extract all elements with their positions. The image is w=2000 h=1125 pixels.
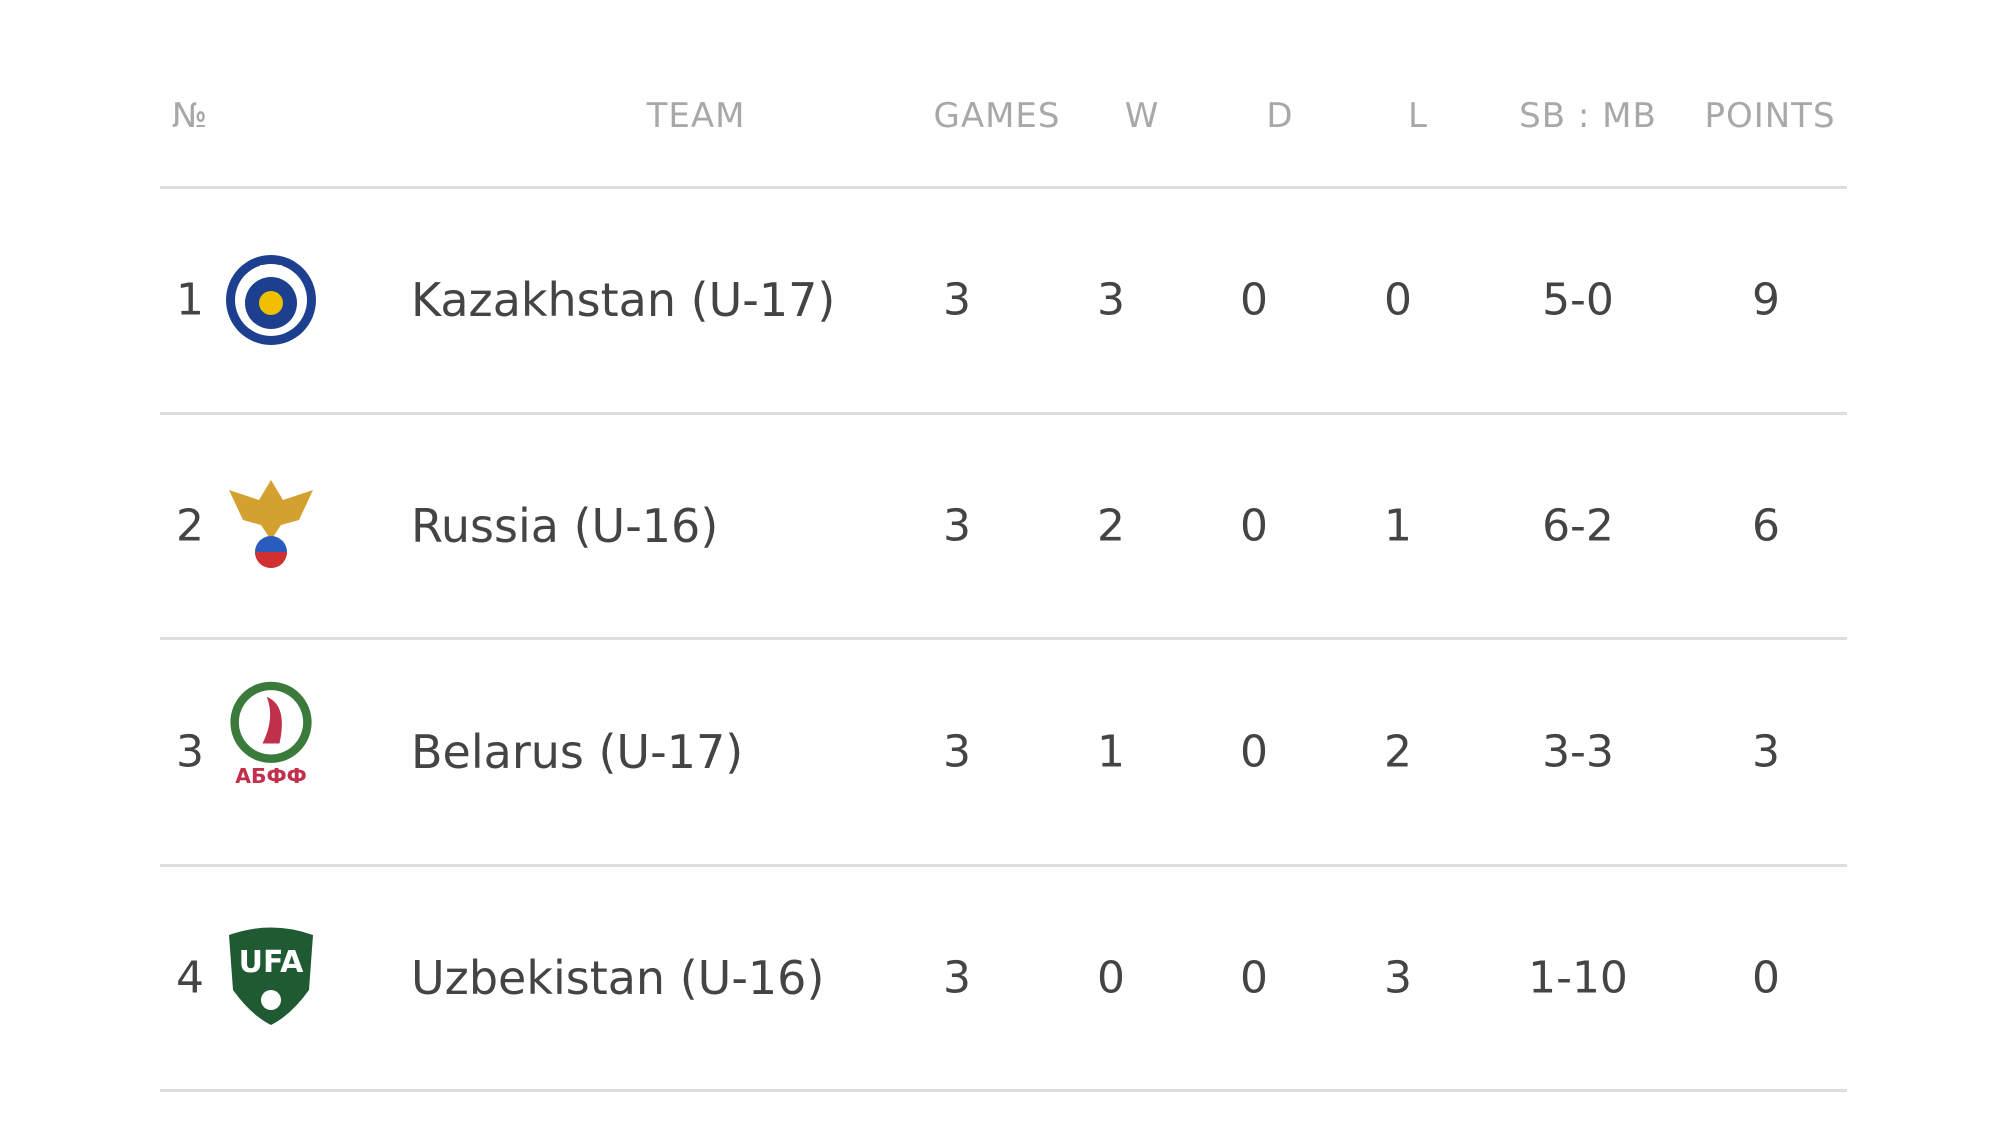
row-divider — [160, 412, 1847, 415]
column-header: L — [1408, 96, 1428, 136]
stat-cell: 3-3 — [1542, 726, 1614, 777]
column-header: № — [171, 96, 209, 136]
stat-cell: 3 — [1384, 952, 1412, 1003]
logo-text: UFA — [239, 945, 304, 980]
stat-cell: 2 — [1097, 500, 1125, 551]
column-header: D — [1266, 96, 1294, 136]
stat-cell: 6-2 — [1542, 500, 1614, 551]
column-header: GAMES — [933, 96, 1061, 136]
stat-cell: 0 — [1240, 726, 1268, 777]
column-header: W — [1124, 96, 1160, 136]
team-logo — [229, 480, 313, 568]
stat-cell: 9 — [1752, 274, 1780, 326]
team-logo: UFA — [229, 927, 313, 1025]
rank: 1 — [176, 274, 204, 326]
row-divider — [160, 186, 1847, 189]
stat-cell: 2 — [1384, 726, 1412, 777]
team-name: Uzbekistan (U-16) — [411, 950, 825, 1005]
team-name: Belarus (U-17) — [411, 724, 744, 779]
column-header: TEAM — [646, 96, 746, 136]
logo-text: KFF — [259, 263, 283, 276]
rank: 2 — [176, 500, 204, 551]
stat-cell: 3 — [943, 726, 971, 777]
stat-cell: 3 — [943, 274, 971, 326]
team-name: Russia (U-16) — [411, 498, 719, 553]
stat-cell: 6 — [1752, 500, 1780, 551]
team-logo: KFF — [226, 255, 316, 345]
column-header: SB : MB — [1519, 96, 1657, 136]
row-divider — [160, 864, 1847, 867]
stat-cell: 0 — [1752, 952, 1780, 1003]
stat-cell: 3 — [943, 952, 971, 1003]
stat-cell: 0 — [1240, 274, 1268, 326]
column-header: POINTS — [1704, 96, 1836, 136]
stat-cell: 1 — [1384, 500, 1412, 551]
row-divider — [160, 1089, 1847, 1092]
stat-cell: 0 — [1240, 500, 1268, 551]
stat-cell: 0 — [1384, 274, 1412, 326]
row-divider — [160, 637, 1847, 640]
stat-cell: 1 — [1097, 726, 1125, 777]
stat-cell: 3 — [1752, 726, 1780, 777]
rank: 4 — [176, 952, 204, 1003]
team-logo: АБФФ — [230, 681, 312, 788]
stat-cell: 0 — [1240, 952, 1268, 1003]
stat-cell: 0 — [1097, 952, 1125, 1003]
stat-cell: 3 — [1097, 274, 1125, 326]
stat-cell: 5-0 — [1542, 274, 1614, 326]
team-name: Kazakhstan (U-17) — [411, 273, 836, 327]
logo-text: АБФФ — [235, 764, 306, 788]
rank: 3 — [176, 726, 204, 777]
stat-cell: 1-10 — [1528, 952, 1628, 1003]
stat-cell: 3 — [943, 500, 971, 551]
